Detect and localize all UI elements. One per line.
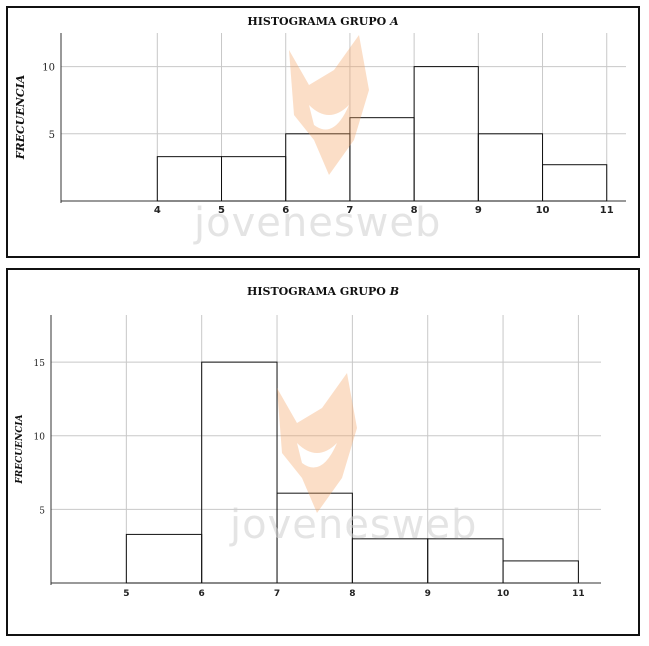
hist-a-x-tick-6: 6	[282, 205, 289, 216]
hist-a-bar-5	[478, 134, 542, 201]
hist-b-bar-3	[352, 539, 427, 583]
hist-b-bar-5	[503, 561, 578, 583]
hist-b-x-tick-11: 11	[572, 589, 585, 599]
hist-a-y-tick-5: 5	[49, 130, 55, 141]
hist-b-y-tick-5: 5	[39, 506, 45, 516]
hist-a-x-tick-11: 11	[600, 205, 614, 216]
hist-a-x-tick-8: 8	[411, 205, 418, 216]
hist-a-bar-3	[350, 118, 414, 201]
histogram-panel-a: HISTOGRAMA GRUPO A 4 5 6 7 8 9 10 11 5 10 FRECUENC…	[6, 6, 640, 258]
hist-b-y-axis-label: FRECUENCIA	[15, 414, 25, 484]
hist-b-y-tick-15: 15	[34, 359, 46, 369]
hist-b-x-tick-5: 5	[123, 589, 129, 599]
hist-b-x-tick-6: 6	[199, 589, 205, 599]
hist-b-x-tick-10: 10	[497, 589, 510, 599]
hist-b-x-tick-9: 9	[425, 589, 431, 599]
hist-a-x-tick-5: 5	[218, 205, 225, 216]
hist-a-bar-2	[286, 134, 350, 201]
hist-a-bar-1	[222, 157, 286, 201]
hist-a-bar-6	[543, 165, 607, 201]
hist-a-y-tick-10: 10	[42, 63, 55, 74]
hist-b-bar-2	[277, 493, 352, 583]
hist-b-bar-4	[428, 539, 503, 583]
histogram-b-svg: 5 6 7 8 9 10 11 5 10 15 FRECUENCIA	[8, 270, 638, 634]
hist-b-y-tick-10: 10	[34, 433, 46, 443]
hist-a-x-tick-10: 10	[536, 205, 550, 216]
hist-a-x-tick-9: 9	[475, 205, 482, 216]
hist-b-bar-0	[126, 534, 201, 583]
hist-a-y-axis-label: FRECUENCIA	[14, 74, 27, 160]
hist-a-x-tick-4: 4	[154, 205, 161, 216]
hist-b-bar-1	[202, 362, 277, 583]
hist-a-bar-0	[157, 157, 221, 201]
hist-b-x-tick-7: 7	[274, 589, 280, 599]
histogram-panel-b: HISTOGRAMA GRUPO B 5 6 7 8 9 10 11 5 10 15 FRECUEN…	[6, 268, 640, 636]
histogram-a-svg: 4 5 6 7 8 9 10 11 5 10 FRECUENCIA	[8, 8, 638, 256]
hist-a-x-tick-7: 7	[346, 205, 353, 216]
hist-b-x-tick-8: 8	[349, 589, 355, 599]
